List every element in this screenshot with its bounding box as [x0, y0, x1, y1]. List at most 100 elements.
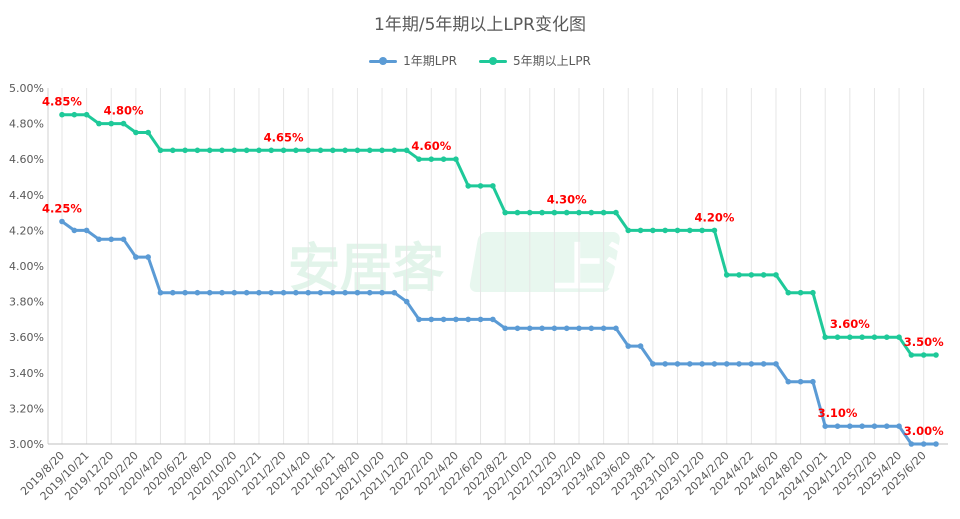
y-tick-label: 4.60%	[9, 153, 44, 166]
y-tick-label: 4.40%	[9, 189, 44, 202]
data-point-1y	[920, 441, 927, 447]
y-tick-label: 3.00%	[9, 438, 44, 451]
data-point-5y	[551, 209, 558, 216]
data-point-1y	[182, 289, 188, 296]
data-point-5y	[539, 209, 545, 216]
data-point-5y	[231, 147, 238, 154]
data-point-1y	[145, 254, 151, 260]
watermark-text: 安居客	[288, 239, 444, 299]
data-point-1y	[859, 423, 865, 430]
data-point-1y	[539, 325, 545, 332]
data-point-1y	[785, 378, 792, 385]
data-point-5y	[637, 227, 644, 234]
data-point-1y	[674, 361, 681, 367]
y-tick-label: 3.40%	[9, 367, 44, 380]
data-point-5y	[514, 209, 521, 216]
data-label-5y: 4.60%	[411, 139, 451, 153]
data-point-1y	[194, 289, 201, 296]
data-point-5y	[748, 272, 755, 278]
data-label-5y: 4.30%	[547, 193, 587, 207]
data-point-1y	[526, 325, 533, 332]
data-point-1y	[613, 325, 619, 332]
legend-item-5y[interactable]: 5年期以上LPR	[479, 52, 591, 69]
legend-label-5y: 5年期以上LPR	[513, 54, 591, 68]
data-point-5y	[785, 289, 792, 296]
data-point-5y	[280, 147, 287, 154]
data-point-1y	[280, 289, 287, 296]
data-point-5y	[59, 111, 65, 118]
data-point-5y	[465, 183, 472, 189]
data-point-5y	[526, 209, 533, 216]
data-point-1y	[256, 289, 262, 296]
data-label-5y: 4.80%	[104, 104, 144, 118]
data-point-1y	[576, 325, 582, 332]
data-point-5y	[736, 272, 742, 278]
data-point-5y	[896, 334, 902, 341]
data-point-1y	[933, 441, 939, 447]
data-point-1y	[465, 316, 472, 323]
data-point-5y	[797, 289, 804, 296]
data-point-1y	[551, 325, 558, 332]
data-point-5y	[834, 334, 841, 341]
data-point-5y	[625, 227, 632, 234]
data-point-5y	[711, 227, 718, 234]
data-point-1y	[896, 423, 902, 430]
y-tick-label: 3.60%	[9, 331, 44, 344]
data-point-5y	[723, 272, 730, 278]
data-point-1y	[834, 423, 841, 430]
data-label-1y: 4.25%	[42, 202, 82, 216]
data-point-5y	[650, 227, 656, 234]
data-point-1y	[687, 361, 693, 367]
data-point-1y	[711, 361, 718, 367]
watermark-badge	[469, 232, 620, 292]
data-point-1y	[219, 289, 225, 296]
data-point-1y	[650, 361, 656, 367]
data-point-1y	[871, 423, 878, 430]
data-point-1y	[59, 218, 65, 225]
data-point-1y	[847, 423, 853, 430]
data-point-1y	[490, 316, 496, 323]
data-point-1y	[108, 236, 115, 243]
data-point-5y	[490, 183, 496, 189]
data-point-1y	[723, 361, 730, 367]
data-label-5y: 3.60%	[830, 317, 870, 331]
y-tick-label: 3.80%	[9, 296, 44, 309]
data-point-1y	[133, 254, 139, 260]
y-tick-label: 3.20%	[9, 402, 44, 415]
data-point-5y	[822, 334, 829, 341]
data-point-5y	[354, 147, 361, 154]
data-point-5y	[859, 334, 865, 341]
data-point-5y	[613, 209, 619, 216]
data-point-1y	[810, 378, 816, 385]
data-point-5y	[871, 334, 878, 341]
data-point-5y	[428, 156, 435, 162]
data-point-5y	[883, 334, 890, 341]
watermark-badge-text: 上海	[553, 239, 657, 299]
data-point-5y	[576, 209, 582, 216]
data-point-1y	[563, 325, 570, 332]
data-point-5y	[847, 334, 853, 341]
data-point-5y	[169, 147, 176, 154]
data-label-5y: 4.85%	[42, 95, 82, 109]
legend-item-1y[interactable]: 1年期LPR	[369, 52, 457, 69]
data-point-1y	[317, 289, 324, 296]
data-point-1y	[379, 289, 385, 296]
data-point-1y	[305, 289, 311, 296]
data-point-1y	[391, 289, 398, 296]
data-point-5y	[71, 111, 78, 118]
legend-label-1y: 1年期LPR	[403, 54, 457, 68]
data-point-1y	[366, 289, 373, 296]
data-point-1y	[120, 236, 127, 243]
data-point-5y	[600, 209, 607, 216]
data-point-5y	[366, 147, 373, 154]
legend-swatch-5y	[479, 55, 507, 67]
data-point-1y	[268, 289, 275, 296]
data-point-5y	[477, 183, 484, 189]
data-point-1y	[797, 378, 804, 385]
data-point-1y	[96, 236, 102, 243]
data-label-1y: 3.10%	[818, 406, 858, 420]
data-point-1y	[699, 361, 705, 367]
y-tick-label: 4.20%	[9, 224, 44, 237]
data-point-1y	[736, 361, 742, 367]
data-point-1y	[169, 289, 176, 296]
